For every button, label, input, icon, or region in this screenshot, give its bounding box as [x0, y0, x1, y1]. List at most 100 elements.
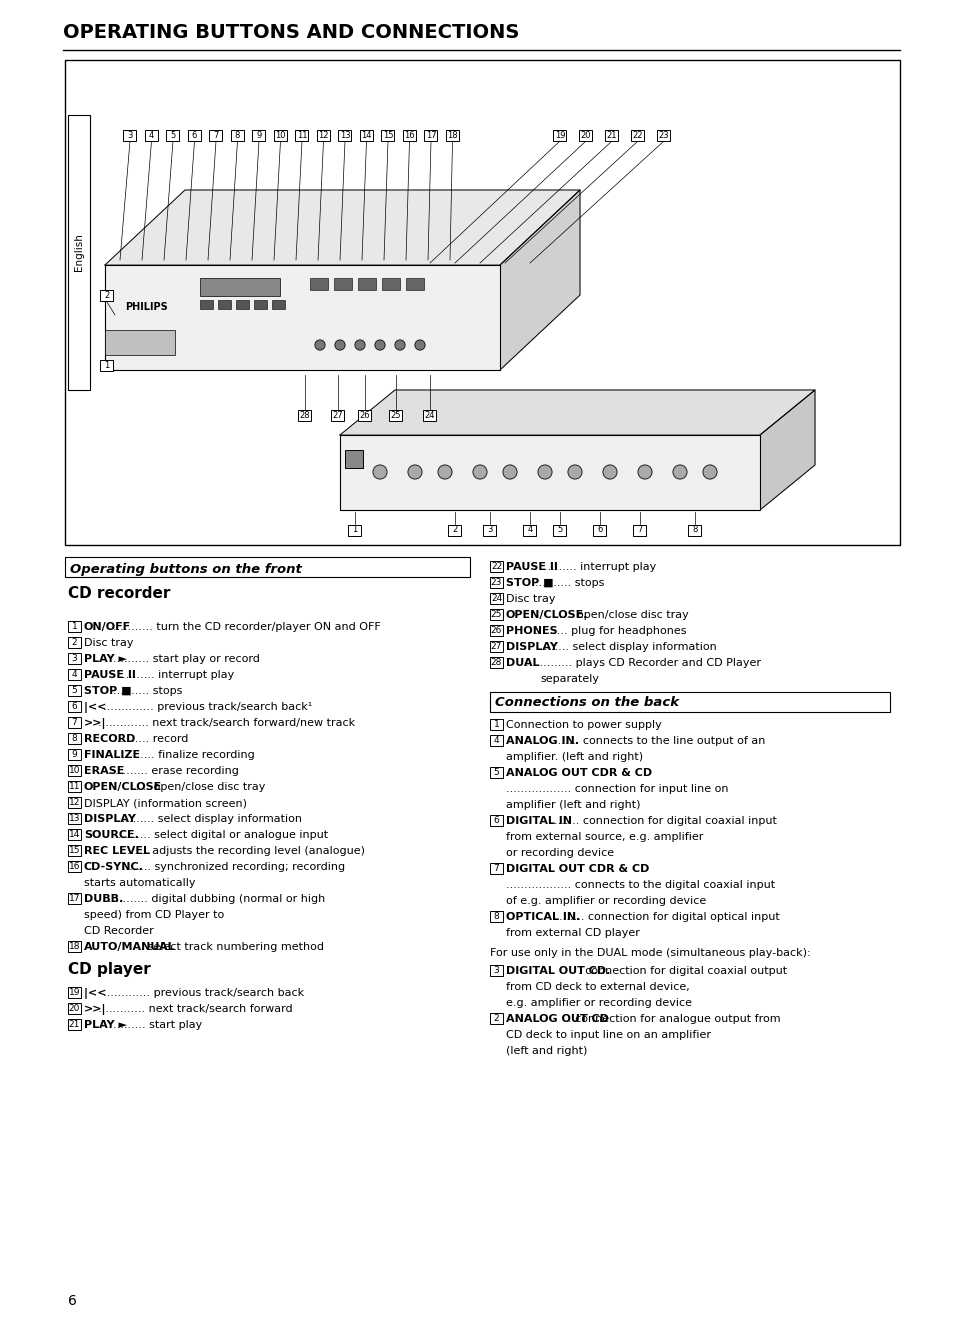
Text: ........... turn the CD recorder/player ON and OFF: ........... turn the CD recorder/player … [112, 622, 380, 631]
Text: 24: 24 [424, 410, 435, 420]
Bar [272, 300, 285, 309]
Text: 12: 12 [69, 798, 80, 807]
Bar [100, 360, 113, 370]
Bar [200, 300, 213, 309]
Text: DIGITAL OUT CDR & CD: DIGITAL OUT CDR & CD [505, 864, 649, 874]
Text: PHILIPS: PHILIPS [125, 302, 168, 312]
Text: PLAY ►: PLAY ► [84, 1020, 127, 1030]
Bar [657, 129, 670, 140]
Text: speed) from CD Player to: speed) from CD Player to [84, 910, 224, 920]
Bar [406, 278, 423, 290]
Bar [578, 129, 592, 140]
Text: 17: 17 [69, 894, 80, 903]
Bar [490, 577, 502, 587]
Text: 19: 19 [69, 988, 80, 996]
Text: ANALOG OUT CD: ANALOG OUT CD [505, 1014, 608, 1024]
Text: 23: 23 [658, 131, 669, 140]
Bar [424, 129, 437, 140]
Text: ....... connects to the line output of an: ....... connects to the line output of a… [554, 737, 764, 746]
Text: from CD deck to external device,: from CD deck to external device, [505, 982, 689, 992]
Text: 10: 10 [275, 131, 286, 140]
Text: ........ synchronized recording; recording: ........ synchronized recording; recordi… [122, 862, 345, 872]
Text: 20: 20 [580, 131, 591, 140]
Text: 4: 4 [493, 737, 498, 745]
Text: Connection to power supply: Connection to power supply [505, 721, 661, 730]
Bar [553, 129, 566, 140]
Text: ERASE: ERASE [84, 766, 124, 777]
Bar [446, 129, 458, 140]
Circle shape [502, 465, 517, 480]
Text: 3: 3 [487, 526, 492, 534]
Text: 22: 22 [632, 131, 642, 140]
Text: 25: 25 [391, 410, 401, 420]
Bar [448, 525, 461, 535]
Bar [253, 300, 267, 309]
Text: 21: 21 [69, 1020, 80, 1030]
Text: .......... stops: .......... stops [535, 578, 603, 587]
Bar [68, 115, 90, 390]
Circle shape [702, 465, 717, 480]
Bar [210, 129, 222, 140]
Circle shape [355, 340, 365, 350]
Polygon shape [760, 390, 814, 510]
Bar [68, 797, 81, 809]
Text: 8: 8 [493, 912, 498, 920]
Bar [490, 593, 502, 603]
Text: 19: 19 [554, 131, 565, 140]
Text: PAUSE II: PAUSE II [505, 562, 558, 571]
Bar [298, 409, 312, 421]
Text: 2: 2 [452, 526, 457, 534]
Bar [338, 129, 351, 140]
Text: 3: 3 [493, 966, 498, 975]
Bar [65, 60, 899, 545]
Text: 2: 2 [104, 290, 110, 300]
Text: 18: 18 [447, 131, 457, 140]
Bar [68, 733, 81, 745]
Bar [68, 701, 81, 713]
Text: 22: 22 [491, 562, 501, 571]
Bar [105, 330, 174, 356]
Text: 3: 3 [127, 131, 132, 140]
Polygon shape [339, 436, 760, 510]
Text: ........... digital dubbing (normal or high: ........... digital dubbing (normal or h… [108, 894, 325, 904]
Text: 13: 13 [69, 814, 80, 823]
Bar [68, 749, 81, 761]
Bar [68, 892, 81, 904]
Text: DISPLAY: DISPLAY [84, 814, 135, 825]
Bar [490, 815, 502, 826]
Bar [688, 525, 700, 535]
Text: 5: 5 [493, 769, 498, 777]
Text: of e.g. amplifier or recording device: of e.g. amplifier or recording device [505, 896, 705, 906]
Text: 6: 6 [493, 817, 498, 825]
Text: ANALOG OUT CDR & CD: ANALOG OUT CDR & CD [505, 769, 652, 778]
Text: ......... interrupt play: ......... interrupt play [122, 670, 234, 681]
Text: 11: 11 [296, 131, 307, 140]
Bar [553, 525, 566, 535]
Text: DISPLAY (information screen): DISPLAY (information screen) [84, 798, 247, 809]
Text: 1: 1 [493, 721, 498, 729]
Text: |<<: |<< [84, 988, 111, 999]
Text: 17: 17 [425, 131, 436, 140]
Text: 13: 13 [339, 131, 350, 140]
Text: DISPLAY: DISPLAY [505, 642, 558, 651]
Text: REC LEVEL: REC LEVEL [84, 846, 150, 856]
Text: 15: 15 [382, 131, 393, 140]
Text: .............. previous track/search back¹: .............. previous track/search bac… [103, 702, 313, 713]
Circle shape [335, 340, 345, 350]
Text: 10: 10 [69, 766, 80, 775]
Text: 16: 16 [404, 131, 415, 140]
Circle shape [638, 465, 651, 480]
Text: PLAY ►: PLAY ► [84, 654, 127, 663]
Text: OPEN/CLOSE.: OPEN/CLOSE. [505, 610, 588, 619]
Bar [68, 637, 81, 647]
Text: ......... plug for headphones: ......... plug for headphones [535, 626, 685, 635]
Text: RECORD: RECORD [84, 734, 135, 745]
Bar [402, 129, 416, 140]
Bar [123, 129, 136, 140]
Text: 6: 6 [68, 1293, 77, 1308]
Text: 8: 8 [234, 131, 240, 140]
Bar [274, 129, 287, 140]
Text: 23: 23 [490, 578, 501, 587]
Text: from external CD player: from external CD player [505, 928, 639, 938]
Bar [68, 669, 81, 681]
